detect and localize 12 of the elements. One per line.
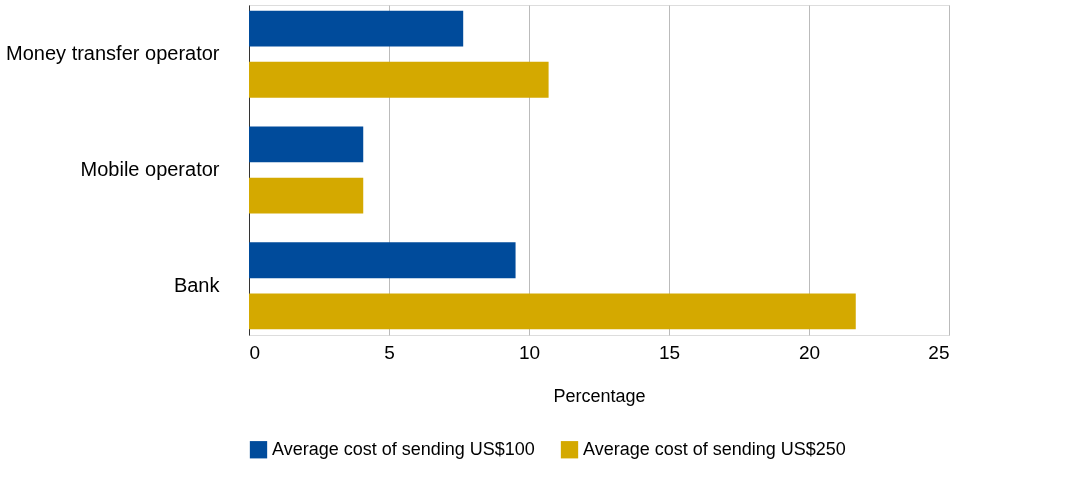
x-tick-label: 5 [384,341,395,363]
legend-label: Average cost of sending US$100 [272,438,535,459]
legend-label: Average cost of sending US$250 [583,438,846,459]
y-tick-label: Mobile operator [80,158,220,180]
x-tick-label: 0 [249,341,261,363]
x-tick-label: 20 [798,341,821,363]
x-axis-title: Percentage [553,385,646,406]
y-tick-label: Money transfer operator [6,42,220,65]
x-tick-label: 15 [658,341,681,363]
x-tick-label: 10 [518,341,541,363]
x-tick-label: 25 [928,341,950,363]
y-tick-label: Bank [173,273,221,296]
